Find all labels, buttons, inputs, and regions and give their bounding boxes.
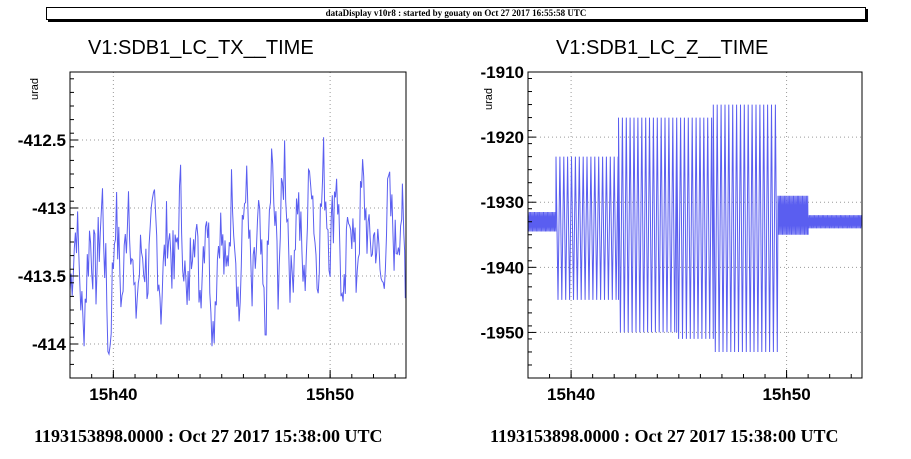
x-tick-label: 15h50 — [762, 385, 810, 404]
header-title: dataDisplay v10r8 : started by gouaty on… — [325, 8, 587, 18]
footer-timestamp-right: 1193153898.0000 : Oct 27 2017 15:38:00 U… — [490, 426, 839, 446]
y-tick-label: -412.5 — [18, 131, 66, 150]
chart-title: V1:SDB1_LC_TX__TIME — [88, 37, 314, 59]
series-line — [527, 104, 863, 353]
y-axis-label: urad — [483, 88, 495, 110]
y-axis-label: urad — [29, 78, 41, 100]
y-tick-label: -1940 — [481, 258, 524, 277]
y-tick-label: -413.5 — [18, 267, 66, 286]
y-tick-label: -1950 — [481, 323, 524, 342]
y-tick-label: -1920 — [481, 128, 524, 147]
series-line — [69, 137, 407, 357]
x-tick-label: 15h50 — [306, 385, 354, 404]
plot-frame — [69, 71, 407, 379]
chart-title: V1:SDB1_LC_Z__TIME — [556, 37, 768, 59]
y-tick-label: -1930 — [481, 193, 524, 212]
header-title-bar: dataDisplay v10r8 : started by gouaty on… — [46, 7, 866, 20]
x-tick-label: 15h40 — [547, 385, 595, 404]
y-tick-label: -413 — [32, 199, 66, 218]
footer-timestamp-left: 1193153898.0000 : Oct 27 2017 15:38:00 U… — [34, 426, 383, 446]
y-tick-label: -1910 — [481, 63, 524, 82]
x-tick-label: 15h40 — [89, 385, 137, 404]
y-tick-label: -414 — [32, 335, 67, 354]
plot-frame — [527, 71, 863, 379]
